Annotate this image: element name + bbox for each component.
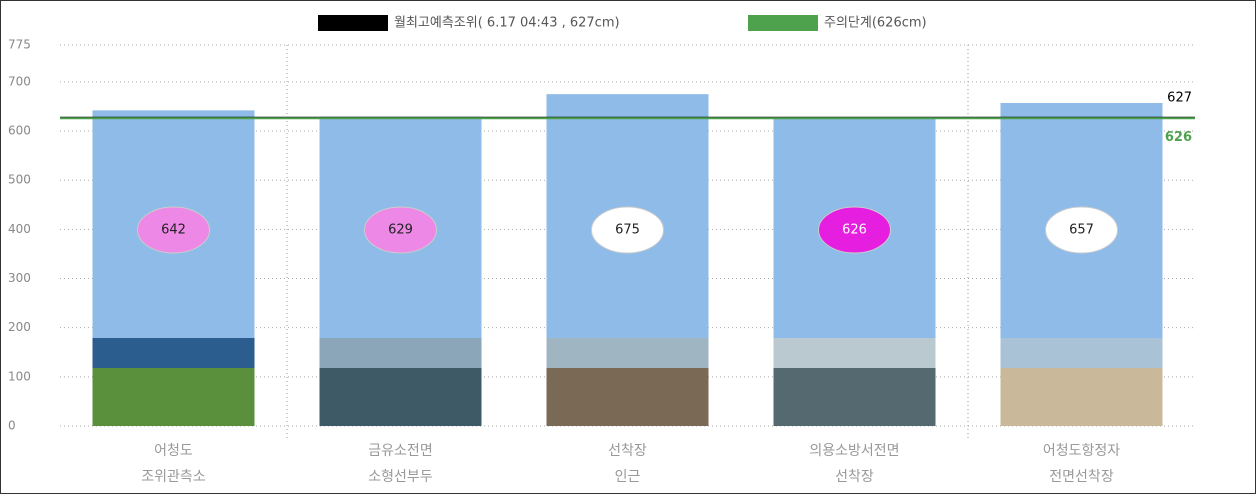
photo-sky [319,338,482,368]
photo-ground [319,368,482,426]
x-tick-label: 의용소방서전면 [809,443,899,459]
x-tick-label: 인근 [615,469,641,485]
value-badge [137,206,210,254]
photo-ground [546,368,709,426]
x-tick-label: 선착장 [835,469,874,485]
y-tick-label: 100 [8,369,31,383]
x-tick-label: 선착장 [608,443,647,459]
photo-sky [546,338,709,368]
value-badge [818,206,891,254]
x-tick-label: 어청도 [154,443,193,459]
photo-ground [773,368,936,426]
x-tick-label: 소형선부두 [368,469,433,485]
x-tick-label: 금유소전면 [368,443,432,459]
y-tick-label: 200 [8,320,31,334]
y-tick-label: 0 [8,419,16,433]
value-label: 675 [615,223,640,238]
y-tick-label: 300 [8,271,31,285]
photo-sky [1000,338,1163,368]
legend-swatch [748,15,818,31]
legend-label: 주의단계(626cm) [824,16,927,31]
legend-swatch [318,15,388,31]
y-tick-label: 700 [8,74,31,88]
photo-ground [1000,368,1163,426]
value-label: 626 [842,223,867,238]
photo-ground [92,368,255,426]
value-badge [591,206,664,254]
value-label: 657 [1069,223,1094,238]
photo-sky [92,338,255,368]
value-label: 629 [388,223,413,238]
x-tick-label: 조위관측소 [141,469,206,485]
reference-label: 627 [1167,90,1192,105]
legend-label: 월최고예측조위( 6.17 04:43 , 627cm) [394,16,620,31]
photo-sky [773,338,936,368]
reference-label: 626 [1165,130,1192,145]
value-badge [1045,206,1118,254]
value-badge [364,206,437,254]
y-tick-label: 400 [8,222,31,236]
value-label: 642 [161,223,186,238]
y-tick-label: 775 [8,38,31,52]
y-tick-label: 500 [8,173,31,187]
y-tick-label: 600 [8,124,31,138]
x-tick-label: 어청도항정자 [1043,443,1120,459]
x-tick-label: 전면선착장 [1049,469,1114,485]
